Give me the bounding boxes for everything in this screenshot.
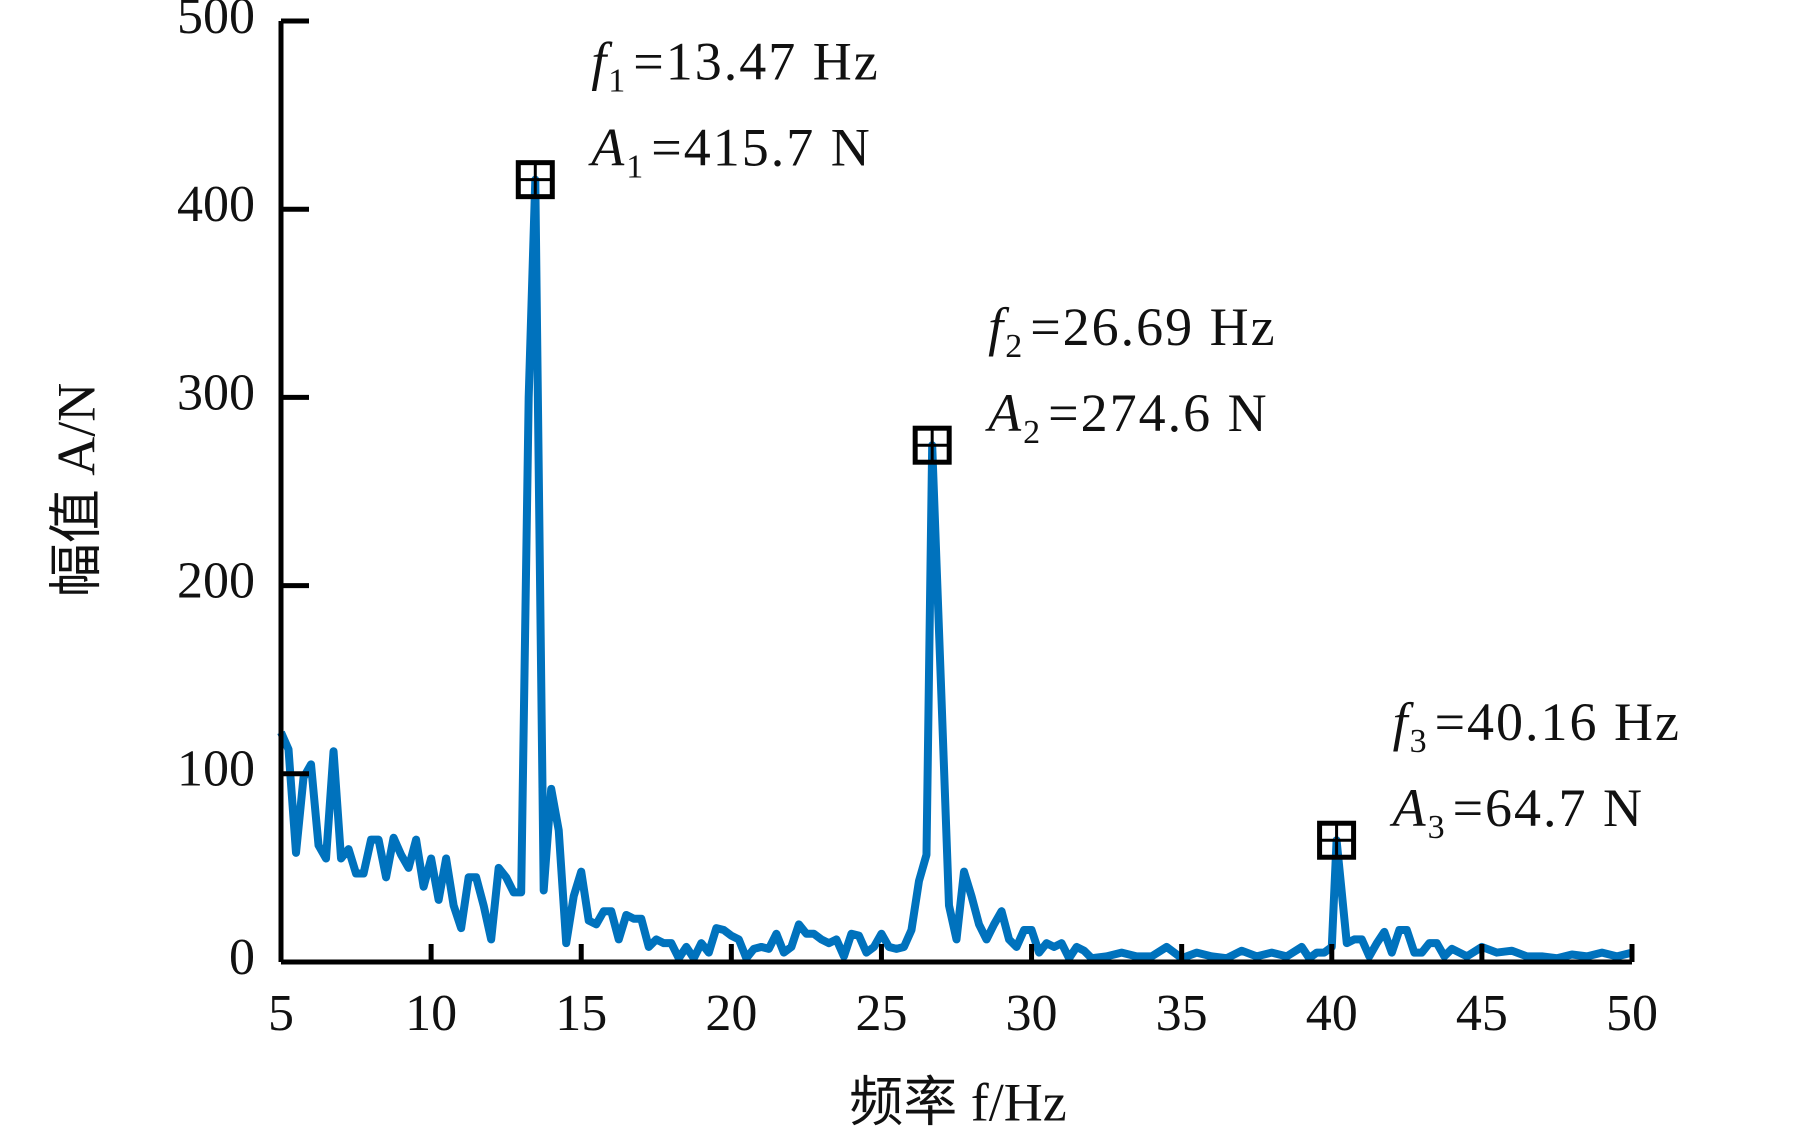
x-tick-label: 50: [1606, 985, 1658, 1042]
annotation-symbol: f: [988, 297, 1010, 357]
annotation-symbol: A: [985, 383, 1023, 443]
annotation-text: =40.16 Hz: [1435, 692, 1681, 752]
y-axis-title: 幅值 A/N: [46, 383, 106, 598]
annotation-a: A1 =415.7 N: [588, 118, 871, 186]
annotation-text: =64.7 N: [1453, 778, 1644, 838]
x-tick-label: 10: [405, 985, 457, 1042]
x-tick-label: 15: [555, 985, 607, 1042]
annotation-text: =26.69 Hz: [1030, 297, 1276, 357]
annotation-symbol: A: [588, 118, 626, 178]
y-tick-label: 0: [229, 929, 255, 986]
annotation-symbol: f: [591, 32, 613, 92]
annotation-subscript: 1: [626, 149, 645, 186]
y-tick-label: 300: [177, 364, 255, 421]
annotation-text: =13.47 Hz: [633, 32, 879, 92]
annotation-a: A3 =64.7 N: [1390, 778, 1644, 846]
y-tick-label: 100: [177, 741, 255, 798]
peak-marker: [1317, 820, 1357, 860]
x-tick-label: 45: [1456, 985, 1508, 1042]
x-tick-label: 35: [1156, 985, 1208, 1042]
annotation-subscript: 3: [1428, 809, 1447, 846]
annotation-subscript: 3: [1410, 723, 1429, 760]
annotation-f: f1 =13.47 Hz: [591, 32, 879, 100]
x-tick-label: 30: [1006, 985, 1058, 1042]
x-tick-label: 5: [268, 985, 294, 1042]
annotation-symbol: f: [1393, 692, 1415, 752]
annotation-subscript: 2: [1005, 328, 1024, 365]
annotation-text: =415.7 N: [651, 118, 871, 178]
annotation-subscript: 2: [1023, 414, 1042, 451]
annotation-subscript: 1: [608, 63, 627, 100]
data-line: [277, 175, 1633, 963]
x-tick-label: 40: [1306, 985, 1358, 1042]
peak-marker: [912, 425, 952, 465]
x-tick-label: 25: [855, 985, 907, 1042]
y-tick-label: 400: [177, 176, 255, 233]
annotation-a: A2 =274.6 N: [985, 383, 1268, 451]
annotation-text: =274.6 N: [1048, 383, 1268, 443]
y-tick-label: 500: [177, 0, 255, 45]
annotation-symbol: A: [1390, 778, 1428, 838]
x-axis-title: 频率 f/Hz: [849, 1072, 1066, 1132]
peak-marker: [515, 160, 555, 200]
y-tick-label: 200: [177, 553, 255, 610]
annotation-f: f3 =40.16 Hz: [1393, 692, 1681, 760]
x-tick-label: 20: [705, 985, 757, 1042]
annotation-f: f2 =26.69 Hz: [988, 297, 1276, 365]
